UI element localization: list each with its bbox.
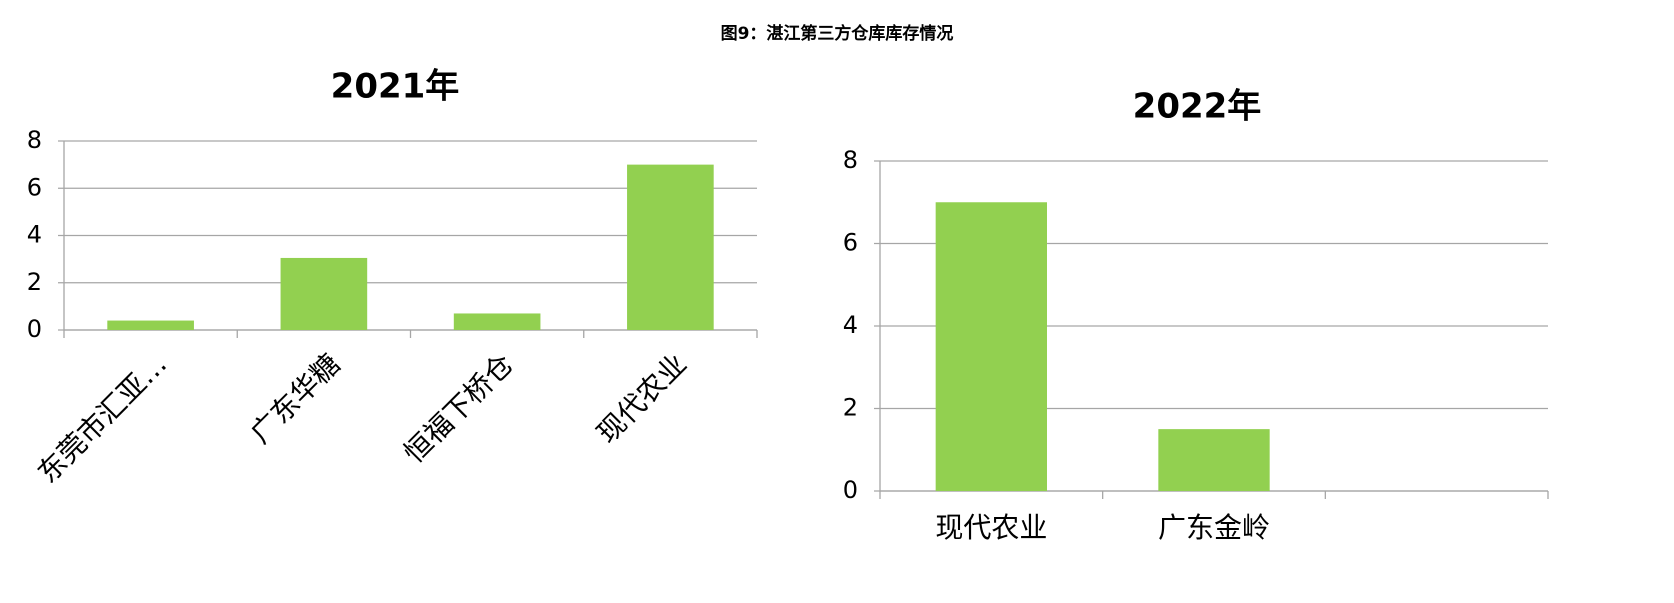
x-tick-label: 现代农业 [590, 347, 693, 450]
y-tick-label: 0 [843, 476, 858, 504]
y-tick-label: 2 [27, 268, 42, 296]
chart-title: 2022年 [1133, 87, 1262, 127]
bar [280, 257, 368, 330]
y-tick-label: 2 [843, 394, 858, 422]
page-title: 图9：湛江第三方仓库库存情况 [721, 23, 954, 44]
x-tick-label: 东莞市汇亚… [31, 347, 173, 489]
x-tick-label: 现代农业 [935, 511, 1047, 544]
y-tick-label: 8 [843, 146, 858, 174]
x-tick-label: 恒福下桥仓 [397, 347, 519, 469]
bar [453, 313, 541, 330]
bar [107, 320, 194, 330]
y-tick-label: 6 [27, 173, 42, 201]
bar [627, 164, 714, 330]
y-tick-label: 4 [843, 311, 858, 339]
y-tick-label: 4 [27, 221, 42, 249]
y-tick-label: 6 [843, 229, 858, 257]
y-tick-label: 0 [27, 315, 42, 343]
y-tick-label: 8 [27, 126, 42, 154]
bar [935, 202, 1047, 491]
x-tick-label: 广东华糖 [244, 347, 347, 450]
bar [1158, 429, 1270, 491]
x-tick-label: 广东金岭 [1158, 511, 1270, 544]
chart-title: 2021年 [331, 67, 460, 107]
